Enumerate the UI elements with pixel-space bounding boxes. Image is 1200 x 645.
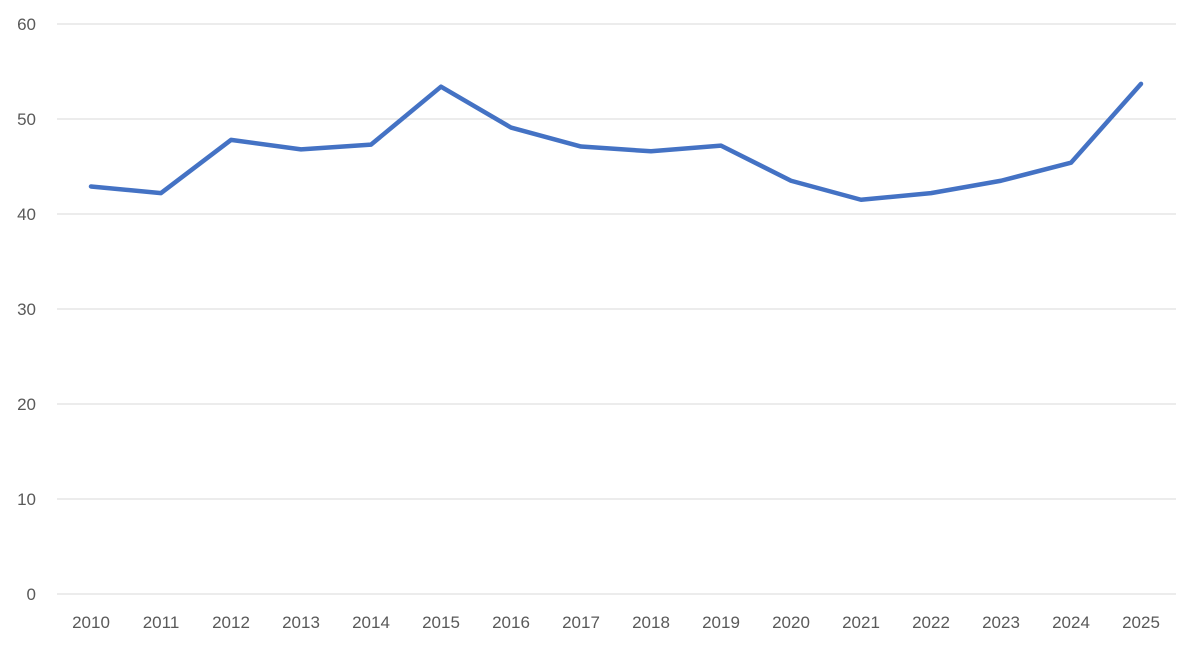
x-tick-label: 2025	[1122, 613, 1160, 632]
x-tick-label: 2023	[982, 613, 1020, 632]
series-group	[88, 81, 1144, 202]
y-tick-label: 60	[17, 15, 36, 34]
y-tick-label: 50	[17, 110, 36, 129]
x-tick-label: 2013	[282, 613, 320, 632]
x-tick-label: 2022	[912, 613, 950, 632]
x-tick-label: 2024	[1052, 613, 1090, 632]
y-tick-label: 20	[17, 395, 36, 414]
series-line-0	[88, 81, 1144, 202]
y-axis: 0 10 20 30 40 50 60	[17, 15, 36, 604]
x-tick-label: 2016	[492, 613, 530, 632]
y-tick-label: 10	[17, 490, 36, 509]
y-tick-label: 40	[17, 205, 36, 224]
x-tick-label: 2015	[422, 613, 460, 632]
x-tick-label: 2021	[842, 613, 880, 632]
x-tick-label: 2010	[72, 613, 110, 632]
x-tick-label: 2012	[212, 613, 250, 632]
x-tick-label: 2011	[143, 613, 180, 632]
y-tick-label: 30	[17, 300, 36, 319]
x-axis: 2010 2011 2012 2013 2014 2015 2016 2017 2018 2019…	[72, 613, 1160, 632]
y-tick-label: 0	[27, 585, 36, 604]
gridlines	[57, 23, 1176, 595]
x-tick-label: 2019	[702, 613, 740, 632]
x-tick-label: 2014	[352, 613, 390, 632]
x-tick-label: 2018	[632, 613, 670, 632]
x-tick-label: 2017	[562, 613, 600, 632]
x-tick-label: 2020	[772, 613, 810, 632]
